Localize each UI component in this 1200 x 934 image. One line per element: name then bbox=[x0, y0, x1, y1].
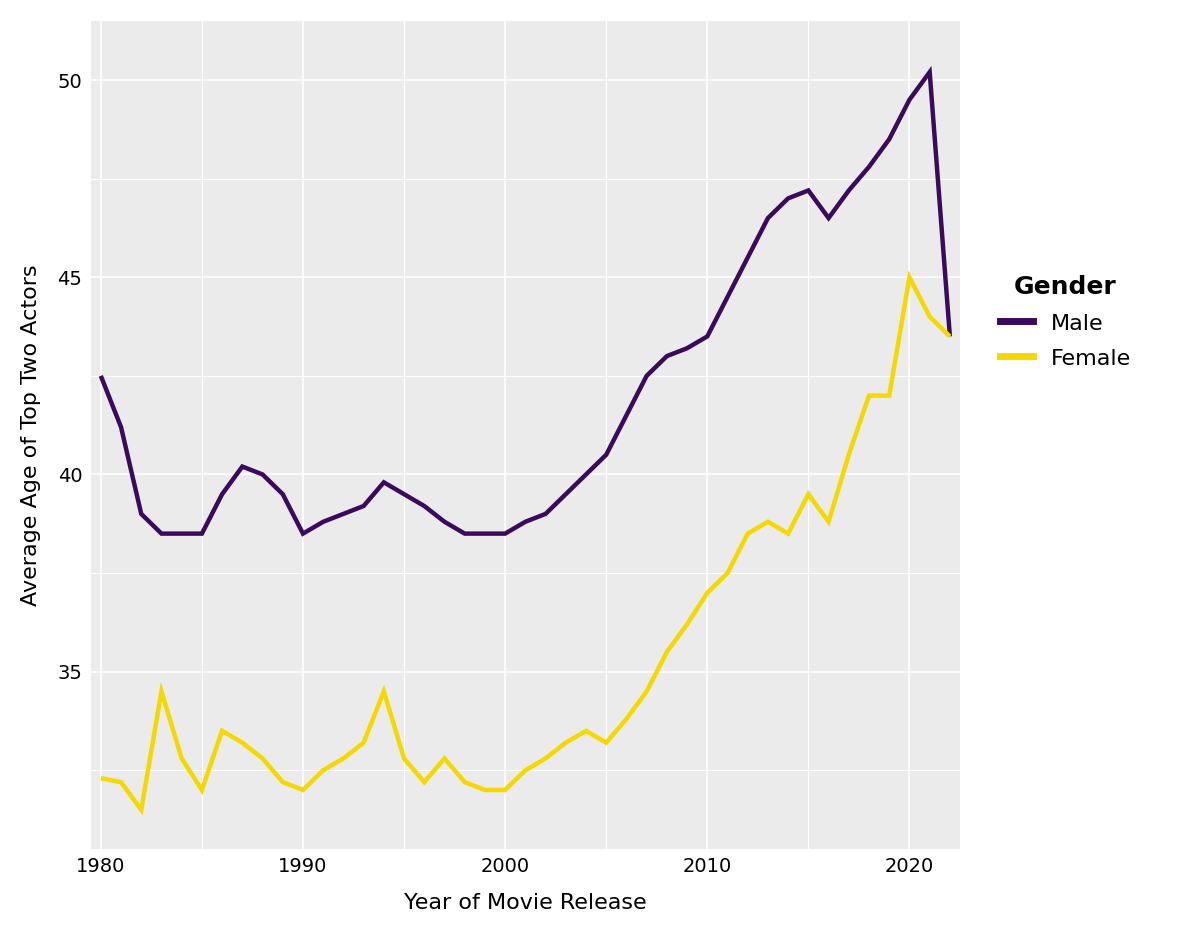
Legend: Male, Female: Male, Female bbox=[989, 264, 1142, 380]
X-axis label: Year of Movie Release: Year of Movie Release bbox=[404, 893, 647, 913]
Y-axis label: Average Age of Top Two Actors: Average Age of Top Two Actors bbox=[20, 264, 41, 606]
